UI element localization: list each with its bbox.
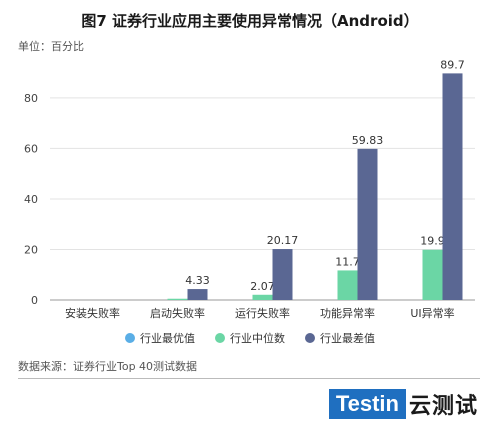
legend-item-best: 行业最优值 xyxy=(125,330,195,346)
legend-label-best: 行业最优值 xyxy=(140,332,195,345)
legend: 行业最优值 行业中位数 行业最差值 xyxy=(0,330,500,346)
chart-title: 图7 证券行业应用主要使用异常情况（Android） xyxy=(81,12,419,30)
data-label: 2.07 xyxy=(250,280,275,293)
y-tick-label: 0 xyxy=(31,294,38,307)
x-tick-label: 启动失败率 xyxy=(150,306,205,320)
x-tick-label: 安装失败率 xyxy=(65,306,120,320)
legend-item-worst: 行业最差值 xyxy=(305,330,375,346)
bar-worst xyxy=(187,289,208,300)
data-label: 19.9 xyxy=(420,235,445,248)
bar-worst xyxy=(442,73,463,301)
legend-label-median: 行业中位数 xyxy=(230,332,285,345)
unit-label: 单位：百分比 xyxy=(18,40,84,53)
data-label: 4.33 xyxy=(185,274,210,287)
x-tick-label: UI异常率 xyxy=(410,306,454,320)
legend-label-worst: 行业最差值 xyxy=(320,332,375,345)
brand-logo-suffix: 云测试 xyxy=(408,394,478,419)
legend-item-median: 行业中位数 xyxy=(215,330,285,346)
brand-logo-box: Testin xyxy=(328,389,406,419)
bar-median xyxy=(422,249,443,300)
bar-worst xyxy=(357,148,378,300)
data-label: 89.7 xyxy=(440,58,465,71)
divider xyxy=(18,378,480,379)
bar-worst xyxy=(272,249,293,300)
x-tick-label: 功能异常率 xyxy=(320,306,375,320)
x-tick-label: 运行失败率 xyxy=(235,306,290,320)
data-label: 59.83 xyxy=(352,134,384,147)
legend-swatch-best xyxy=(125,333,135,343)
bar-median xyxy=(337,270,358,300)
y-tick-label: 20 xyxy=(24,243,38,256)
brand-logo: Testin 云测试 xyxy=(328,388,478,420)
source-note: 数据来源：证券行业Top 40测试数据 xyxy=(18,360,198,373)
legend-swatch-median xyxy=(215,333,225,343)
bar-chart: 0 20 40 60 80 安装失败率 启动失败率 4.33 运行失败率 2.07 20.17 功能异… xyxy=(24,58,475,320)
y-tick-label: 80 xyxy=(24,92,38,105)
data-label: 20.17 xyxy=(267,234,299,247)
legend-swatch-worst xyxy=(305,333,315,343)
y-tick-label: 40 xyxy=(24,193,38,206)
y-tick-label: 60 xyxy=(24,142,38,155)
bar-median xyxy=(252,294,273,300)
bar-median xyxy=(167,298,188,300)
data-label: 11.7 xyxy=(335,255,360,268)
